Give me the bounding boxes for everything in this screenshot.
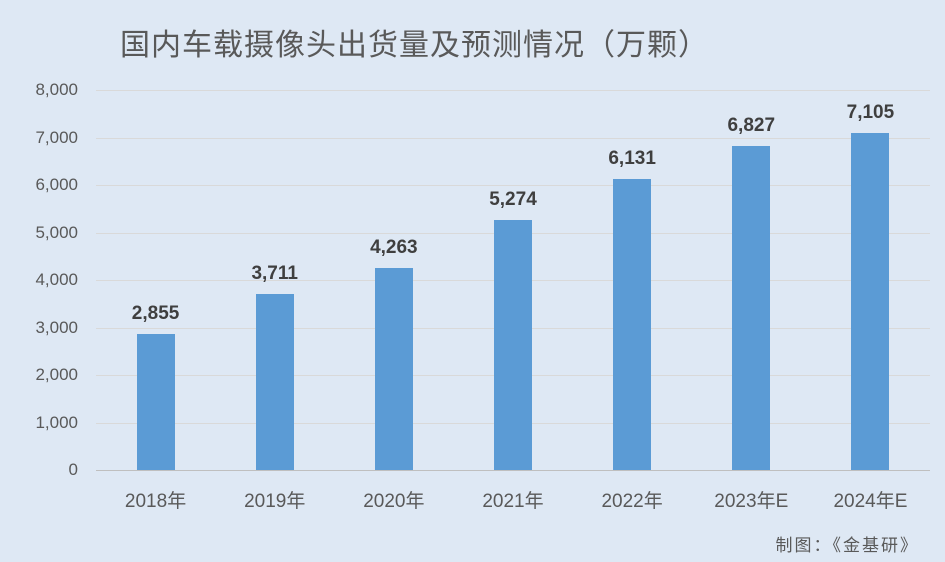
bar bbox=[851, 132, 890, 470]
bar bbox=[374, 267, 413, 470]
y-axis-tick-label: 8,000 bbox=[35, 80, 78, 99]
y-axis-tick-label: 0 bbox=[68, 460, 78, 479]
plot-area: 2,855 3,711 4,263 5,274 6,131 6,827 7,105 bbox=[96, 90, 930, 471]
bar bbox=[732, 145, 771, 470]
bar-value-label: 6,827 bbox=[727, 114, 776, 136]
bar-slot: 4,263 bbox=[334, 90, 453, 470]
x-axis: 2018年 2019年 2020年 2021年 2022年 2023年E 2024年E bbox=[96, 486, 930, 513]
gridline bbox=[96, 90, 930, 91]
gridline bbox=[96, 185, 930, 186]
x-axis-tick-label: 2024年E bbox=[833, 491, 908, 512]
y-axis-tick-label: 6,000 bbox=[35, 175, 78, 194]
bar bbox=[255, 293, 294, 470]
x-axis-line bbox=[96, 470, 930, 471]
y-axis-tick-label: 3,000 bbox=[35, 317, 78, 337]
bar bbox=[493, 219, 532, 470]
bar-value-label: 5,274 bbox=[489, 188, 537, 210]
chart-title: 国内车载摄像头出货量及预测情况（万颗） bbox=[120, 29, 709, 62]
x-axis-tick-label: 2019年 bbox=[244, 491, 306, 512]
bar-value-label: 3,711 bbox=[251, 262, 298, 284]
bar-slot: 6,131 bbox=[573, 90, 692, 470]
x-axis-tick-label: 2023年E bbox=[714, 491, 789, 512]
bar-slot: 2,855 bbox=[96, 90, 215, 470]
bar-slot: 3,711 bbox=[215, 90, 334, 470]
bar bbox=[613, 178, 652, 470]
gridline bbox=[96, 137, 930, 139]
credit-text: 制图：《金基研》 bbox=[775, 536, 919, 555]
bar-slot: 5,274 bbox=[453, 90, 572, 470]
bar bbox=[136, 334, 175, 470]
x-axis-tick-label: 2022年 bbox=[601, 491, 663, 512]
bar-slot: 6,827 bbox=[692, 90, 811, 470]
bar-value-label: 2,855 bbox=[131, 303, 180, 325]
x-axis-tick-label: 2020年 bbox=[363, 491, 425, 512]
x-axis-tick-label: 2018年 bbox=[124, 491, 187, 512]
y-axis: 0 1,000 2,000 3,000 4,000 5,000 6,000 7,000 8,00… bbox=[0, 0, 78, 562]
y-axis-tick-label: 2,000 bbox=[35, 365, 78, 384]
y-axis-tick-label: 1,000 bbox=[35, 412, 78, 432]
bar-value-label: 7,105 bbox=[846, 101, 895, 123]
y-axis-tick-label: 4,000 bbox=[35, 270, 78, 289]
bar-slot: 7,105 bbox=[811, 90, 930, 470]
x-axis-tick-label: 2021年 bbox=[482, 491, 544, 512]
bar-value-label: 4,263 bbox=[370, 236, 418, 258]
y-axis-tick-label: 7,000 bbox=[35, 127, 78, 147]
y-axis-tick-label: 5,000 bbox=[35, 222, 78, 242]
bar-value-label: 6,131 bbox=[608, 147, 656, 169]
